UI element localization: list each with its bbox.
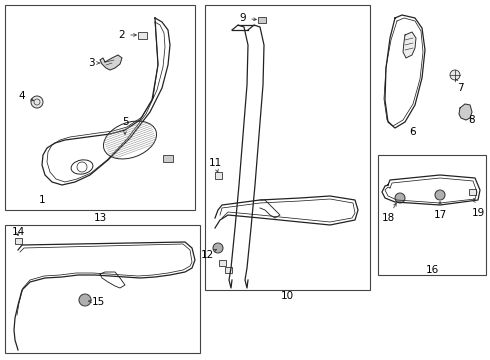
Text: 15: 15 bbox=[89, 297, 105, 307]
Text: 13: 13 bbox=[94, 213, 107, 223]
Bar bbox=[258, 17, 266, 23]
Text: 9: 9 bbox=[240, 13, 256, 23]
Text: 16: 16 bbox=[425, 265, 439, 275]
Text: 10: 10 bbox=[280, 291, 294, 301]
Bar bbox=[5, 5, 195, 210]
Bar bbox=[163, 154, 173, 162]
Text: 3: 3 bbox=[88, 58, 100, 68]
Text: 6: 6 bbox=[410, 127, 416, 137]
Bar bbox=[15, 238, 22, 244]
Bar bbox=[215, 171, 221, 179]
Text: 17: 17 bbox=[433, 202, 446, 220]
Text: 12: 12 bbox=[200, 249, 217, 260]
Circle shape bbox=[450, 70, 460, 80]
Circle shape bbox=[395, 193, 405, 203]
Text: 8: 8 bbox=[469, 115, 475, 125]
Bar bbox=[468, 189, 475, 195]
Circle shape bbox=[435, 190, 445, 200]
Text: 11: 11 bbox=[208, 158, 221, 172]
Circle shape bbox=[213, 243, 223, 253]
Text: 7: 7 bbox=[455, 79, 464, 93]
Circle shape bbox=[79, 294, 91, 306]
Text: 5: 5 bbox=[122, 117, 128, 134]
Bar bbox=[205, 5, 370, 290]
Text: 19: 19 bbox=[471, 198, 485, 218]
Bar bbox=[224, 267, 231, 273]
Bar bbox=[5, 225, 200, 353]
Bar bbox=[378, 155, 486, 275]
Bar bbox=[219, 260, 225, 266]
Polygon shape bbox=[403, 32, 416, 58]
Text: 2: 2 bbox=[119, 30, 136, 40]
Bar bbox=[138, 32, 147, 39]
Polygon shape bbox=[100, 55, 122, 70]
Circle shape bbox=[31, 96, 43, 108]
Text: 18: 18 bbox=[381, 203, 396, 223]
Polygon shape bbox=[459, 104, 472, 120]
Text: 1: 1 bbox=[39, 195, 45, 205]
Text: 14: 14 bbox=[11, 227, 24, 237]
Text: 4: 4 bbox=[19, 91, 34, 101]
